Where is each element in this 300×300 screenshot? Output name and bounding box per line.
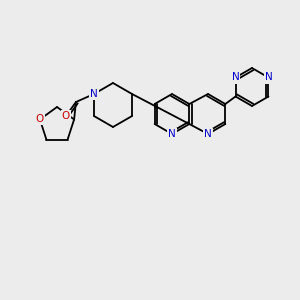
Text: N: N xyxy=(265,73,272,82)
Text: N: N xyxy=(90,89,98,99)
Text: O: O xyxy=(62,111,70,121)
Text: O: O xyxy=(36,114,44,124)
Text: N: N xyxy=(232,73,239,82)
Text: N: N xyxy=(168,129,176,139)
Text: N: N xyxy=(204,129,212,139)
